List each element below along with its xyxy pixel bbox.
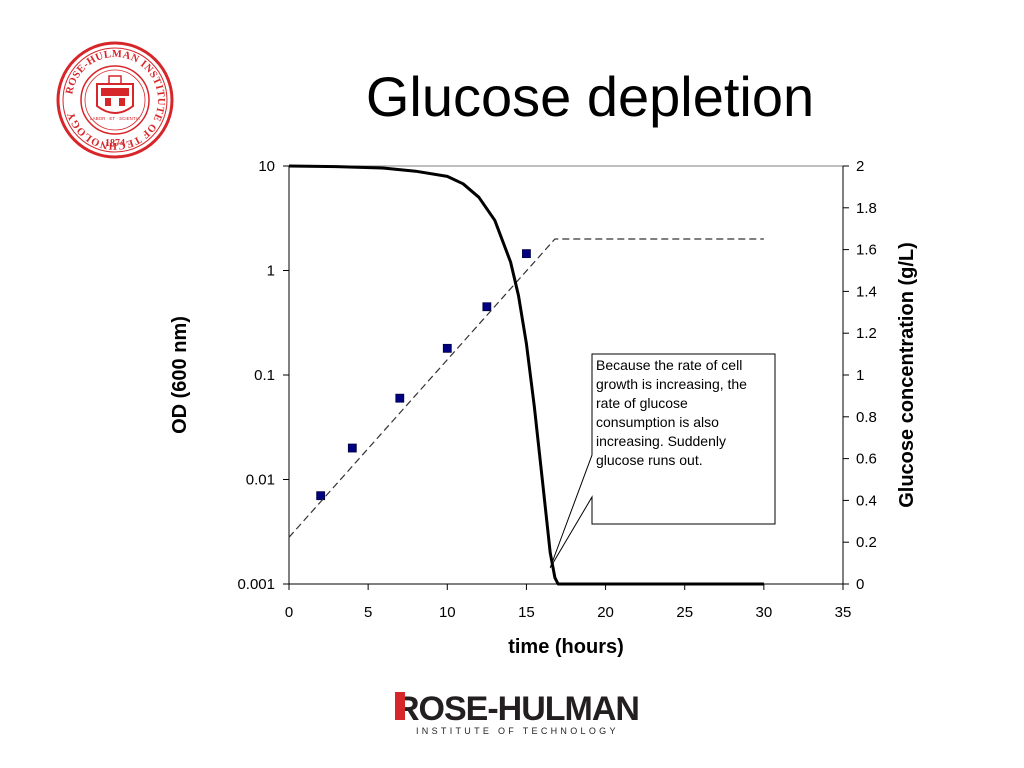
left-y-tick-label: 10 xyxy=(258,158,275,175)
od-data-point xyxy=(442,343,452,353)
right-y-tick-label: 0.2 xyxy=(856,534,877,551)
annotation-callout-text: Because the rate of cell growth is incre… xyxy=(596,357,747,468)
left-y-axis-title: OD (600 nm) xyxy=(169,316,191,434)
right-y-axis-title: Glucose concentration (g/L) xyxy=(896,242,918,508)
od-trend-dashed-line xyxy=(288,238,764,538)
od-data-point xyxy=(395,393,405,403)
glucose-concentration-line xyxy=(288,164,764,586)
right-y-tick-label: 0.4 xyxy=(856,492,877,509)
right-y-tick-label: 0 xyxy=(856,576,864,593)
left-y-tick-label: 0.01 xyxy=(246,472,275,489)
x-tick-label: 30 xyxy=(756,604,773,621)
slide-title: Glucose depletion xyxy=(365,65,815,128)
left-y-tick-label: 1 xyxy=(267,263,275,280)
wordmark-sub: INSTITUTE OF TECHNOLOGY xyxy=(416,726,619,736)
seal-year: 1874 xyxy=(105,138,125,149)
od-data-point xyxy=(347,443,357,453)
rose-hulman-wordmark-logo: ROSE-HULMAN INSTITUTE OF TECHNOLOGY xyxy=(395,690,640,736)
left-y-tick-label: 0.001 xyxy=(237,576,275,593)
x-tick-label: 5 xyxy=(364,604,372,621)
institute-seal-logo: ROSE-HULMAN INSTITUTE OF TECHNOLOGY LABO… xyxy=(56,41,174,159)
x-tick-label: 20 xyxy=(597,604,614,621)
right-y-tick-label: 0.8 xyxy=(856,409,877,426)
wordmark-main: ROSE-HULMAN xyxy=(395,690,639,728)
od-data-point xyxy=(316,491,326,501)
right-y-tick-label: 1.6 xyxy=(856,242,877,259)
x-tick-label: 25 xyxy=(676,604,693,621)
right-y-tick-label: 1.8 xyxy=(856,200,877,217)
right-y-tick-label: 0.6 xyxy=(856,451,877,468)
x-tick-label: 35 xyxy=(835,604,852,621)
od-data-point xyxy=(482,302,492,312)
od-data-point xyxy=(522,249,531,259)
seal-motto: LABOR · ET · SCIENTIA xyxy=(90,116,140,121)
right-y-tick-label: 1 xyxy=(856,367,864,384)
x-axis-title: time (hours) xyxy=(508,636,624,658)
x-tick-label: 15 xyxy=(518,604,535,621)
left-y-tick-label: 0.1 xyxy=(254,367,275,384)
x-tick-label: 0 xyxy=(285,604,293,621)
right-y-tick-label: 1.4 xyxy=(856,283,877,300)
x-tick-label: 10 xyxy=(439,604,456,621)
annotation-callout-box xyxy=(549,353,776,569)
right-y-tick-label: 2 xyxy=(856,158,864,175)
right-y-tick-label: 1.2 xyxy=(856,325,877,342)
